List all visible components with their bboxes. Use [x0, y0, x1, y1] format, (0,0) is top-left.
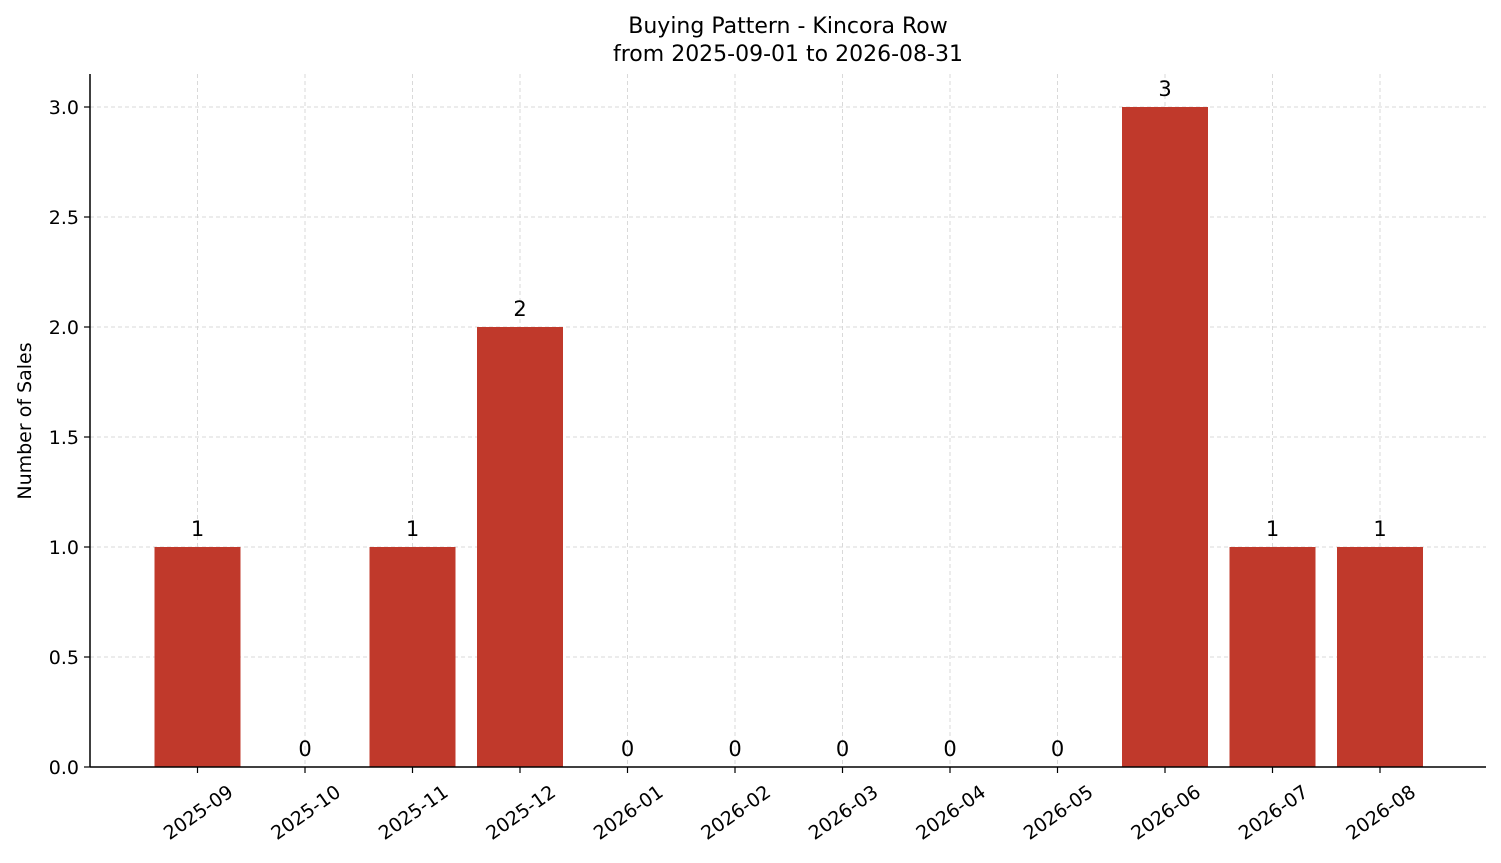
- x-tick-label: 2025-10: [267, 781, 345, 845]
- data-label-2026-02: 0: [728, 737, 741, 761]
- data-label-2026-05: 0: [1051, 737, 1064, 761]
- x-tick-label: 2026-05: [1020, 781, 1098, 845]
- bar-2025-09: [154, 547, 241, 767]
- x-tick-label: 2025-12: [482, 781, 560, 845]
- x-tick-label: 2026-01: [590, 781, 668, 845]
- x-tick-label: 2025-09: [160, 781, 238, 845]
- data-label-2026-08: 1: [1373, 517, 1386, 541]
- y-axis-label: Number of Sales: [14, 342, 36, 499]
- bar-2026-06: [1122, 107, 1208, 767]
- data-label-2025-11: 1: [406, 517, 419, 541]
- x-tick-label: 2026-04: [912, 781, 990, 845]
- y-tick-label: 0.0: [49, 757, 79, 779]
- bar-2025-11: [369, 547, 456, 767]
- bar-2026-07: [1229, 547, 1316, 767]
- y-tick-label: 2.0: [49, 317, 79, 339]
- y-tick-label: 1.0: [49, 537, 79, 559]
- bar-layer: [154, 107, 1423, 767]
- chart-title: Buying Pattern - Kincora Row: [628, 14, 947, 39]
- y-tick-label: 3.0: [49, 97, 79, 119]
- axis-layer: [84, 74, 1486, 773]
- x-tick-label: 2025-11: [375, 781, 453, 845]
- data-label-2026-07: 1: [1266, 517, 1279, 541]
- data-label-2026-04: 0: [943, 737, 956, 761]
- x-tick-label: 2026-07: [1235, 781, 1313, 845]
- y-tick-label: 0.5: [49, 647, 79, 669]
- x-tick-label: 2026-06: [1127, 781, 1205, 845]
- x-tick-label: 2026-08: [1342, 781, 1420, 845]
- y-tick-label: 2.5: [49, 207, 79, 229]
- bar-2025-12: [477, 327, 563, 767]
- data-label-2026-03: 0: [836, 737, 849, 761]
- chart-subtitle: from 2025-09-01 to 2026-08-31: [613, 42, 963, 67]
- data-label-2026-01: 0: [621, 737, 634, 761]
- data-label-2026-06: 3: [1158, 77, 1171, 101]
- x-tick-label: 2026-02: [697, 781, 775, 845]
- x-tick-label: 2026-03: [805, 781, 883, 845]
- y-tick-label: 1.5: [49, 427, 79, 449]
- data-label-2025-10: 0: [298, 737, 311, 761]
- bar-2026-08: [1337, 547, 1423, 767]
- label-layer: 0.00.51.01.52.02.53.012025-0902025-10120…: [49, 77, 1420, 845]
- data-label-2025-12: 2: [513, 297, 526, 321]
- data-label-2025-09: 1: [191, 517, 204, 541]
